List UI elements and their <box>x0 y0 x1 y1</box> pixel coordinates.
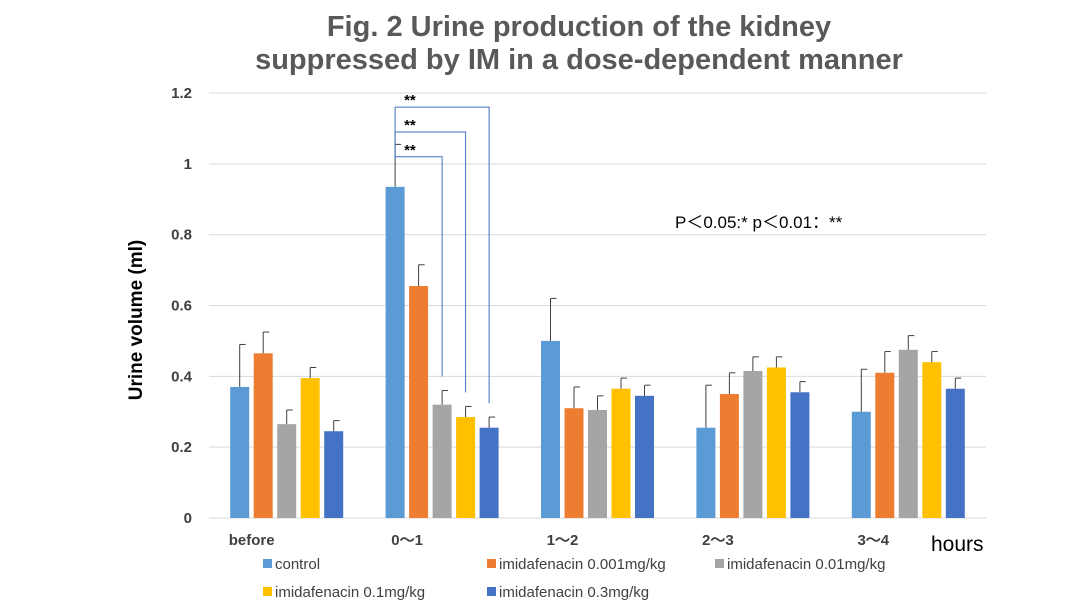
bar <box>564 408 584 518</box>
bar <box>945 388 965 518</box>
category-label: before <box>229 532 275 549</box>
legend: control imidafenacin 0.001mg/kg imidafenac… <box>263 556 885 601</box>
y-tick-label: 0.4 <box>171 368 193 385</box>
legend-label: imidafenacin 0.3mg/kg <box>499 584 649 601</box>
bar <box>409 286 429 518</box>
legend-label: control <box>275 556 320 573</box>
y-tick-label: 0.8 <box>171 227 192 244</box>
bar <box>875 372 895 518</box>
significance-bracket <box>394 106 490 404</box>
bar <box>719 394 739 518</box>
y-axis-label: Urine volume (ml) <box>126 240 147 400</box>
category-label: 2～3 <box>702 532 734 549</box>
category-label: 0～1 <box>391 532 423 549</box>
bar <box>541 340 560 518</box>
bar <box>611 388 631 518</box>
significance-brackets: ** ** ** <box>394 92 490 404</box>
y-axis-ticks: 0 0.2 0.4 0.6 0.8 1 1.2 <box>171 85 193 527</box>
bar <box>696 427 716 518</box>
bar <box>324 431 344 518</box>
bar <box>766 367 786 518</box>
bar <box>922 362 942 518</box>
significance-label: ** <box>404 142 416 159</box>
chart-title-line-1: Fig. 2 Urine production of the kidney <box>327 11 831 43</box>
significance-label: ** <box>404 117 416 134</box>
error-bars <box>239 143 962 432</box>
significance-note: P＜0.05:* p＜0.01：** <box>675 213 843 232</box>
y-tick-label: 1 <box>184 156 192 173</box>
bar <box>479 427 499 518</box>
bar <box>851 411 871 518</box>
category-label: 1～2 <box>547 532 579 549</box>
legend-swatch <box>487 587 496 596</box>
legend-label: imidafenacin 0.001mg/kg <box>499 556 666 573</box>
legend-swatch <box>715 559 724 568</box>
legend-label: imidafenacin 0.01mg/kg <box>727 556 885 573</box>
significance-label: ** <box>404 92 416 109</box>
bar <box>253 353 273 518</box>
y-tick-label: 1.2 <box>171 85 192 102</box>
bar <box>277 424 297 518</box>
bar <box>743 371 763 518</box>
y-tick-label: 0.2 <box>171 439 192 456</box>
x-axis-unit-label: hours <box>931 533 984 556</box>
legend-swatch <box>263 559 272 568</box>
y-tick-label: 0.6 <box>171 298 192 315</box>
bar <box>432 404 452 518</box>
chart-title-line-2: suppressed by IM in a dose-dependent man… <box>255 44 903 76</box>
significance-bracket <box>394 131 467 393</box>
bar <box>300 378 320 518</box>
bar <box>635 395 654 518</box>
legend-label: imidafenacin 0.1mg/kg <box>275 584 425 601</box>
bar <box>456 417 476 518</box>
bar <box>588 409 607 518</box>
bar <box>898 349 918 518</box>
legend-swatch <box>263 587 272 596</box>
bar <box>385 186 405 518</box>
legend-swatch <box>487 559 496 568</box>
category-labels: before 0～1 1～2 2～3 3～4 <box>229 532 890 549</box>
y-tick-label: 0 <box>184 510 192 527</box>
bar <box>230 386 250 518</box>
bars <box>230 186 965 518</box>
bar <box>790 392 810 518</box>
category-label: 3～4 <box>857 532 889 549</box>
